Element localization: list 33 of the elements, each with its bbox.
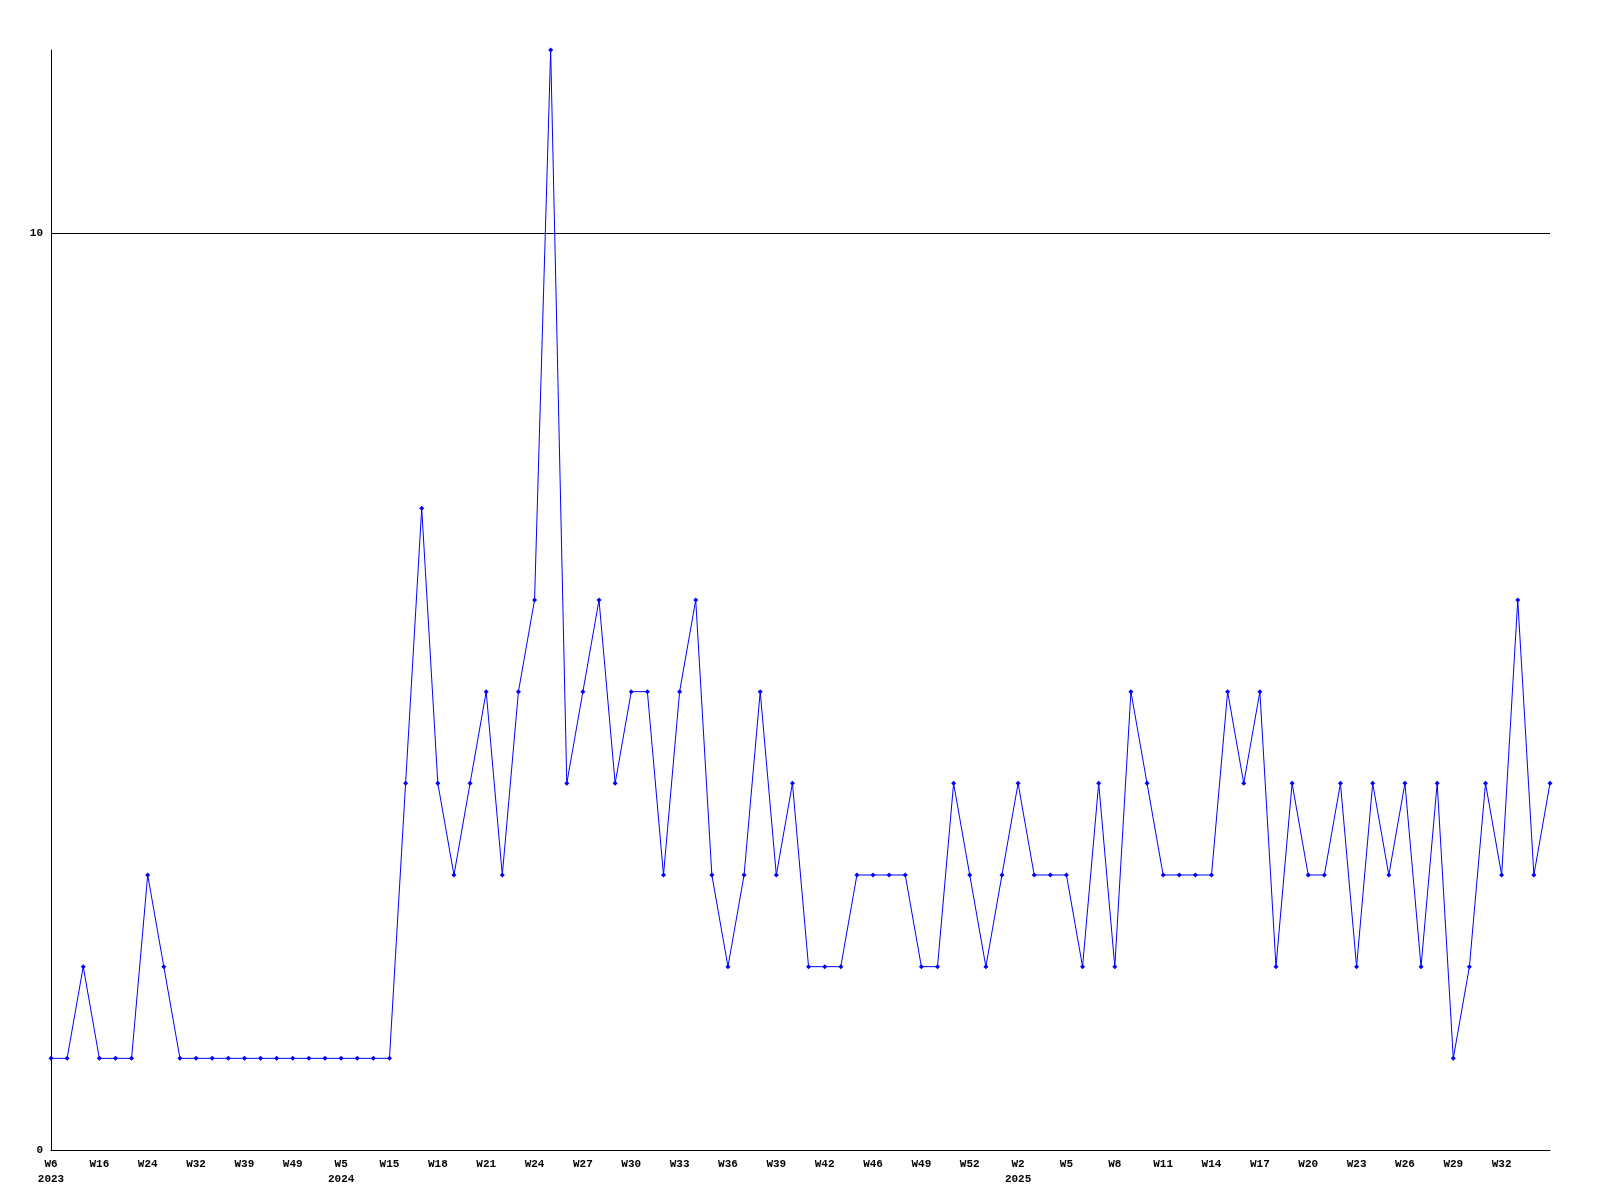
x-tick-label: W20	[1298, 1157, 1319, 1170]
x-tick-label: W36	[718, 1157, 738, 1170]
x-tick-label: W21	[476, 1157, 497, 1170]
x-tick-label: W24	[137, 1157, 159, 1170]
x-tick-label: W46	[863, 1157, 883, 1170]
x-tick-label: W49	[282, 1157, 303, 1170]
x-tick-label: W39	[234, 1157, 255, 1170]
x-tick-label: W8	[1108, 1157, 1122, 1170]
x-tick-label: W24	[524, 1157, 545, 1170]
x-tick-label: W52	[959, 1157, 980, 1170]
x-tick-label: W42	[814, 1157, 835, 1170]
x-tick-label: W5	[1059, 1157, 1074, 1170]
y-tick-label: 10	[29, 227, 43, 240]
x-tick-label: W16	[89, 1157, 110, 1170]
y-tick-label: 0	[36, 1144, 43, 1156]
x-tick-label: W30	[621, 1157, 642, 1170]
x-tick-label: W39	[766, 1157, 787, 1170]
x-tick-label: W32	[1491, 1157, 1512, 1170]
x-tick-label: W14	[1201, 1157, 1222, 1170]
x-tick-label: W6 2023	[37, 1157, 65, 1185]
x-tick-label: W15	[379, 1157, 400, 1170]
x-tick-label: W32	[186, 1157, 206, 1170]
x-tick-label: W33	[669, 1157, 690, 1170]
x-tick-label: W29	[1443, 1157, 1464, 1170]
x-tick-label: W26	[1395, 1157, 1415, 1170]
x-tick-label: W5 2024	[327, 1157, 355, 1185]
x-tick-label: W18	[427, 1157, 449, 1170]
x-tick-label: W2 2025	[1004, 1157, 1032, 1185]
x-tick-label: W27	[573, 1157, 593, 1170]
x-tick-label: W11	[1153, 1157, 1174, 1170]
x-tick-label: W49	[911, 1157, 932, 1170]
x-tick-label: W23	[1346, 1157, 1367, 1170]
x-tick-label: W17	[1249, 1157, 1270, 1170]
